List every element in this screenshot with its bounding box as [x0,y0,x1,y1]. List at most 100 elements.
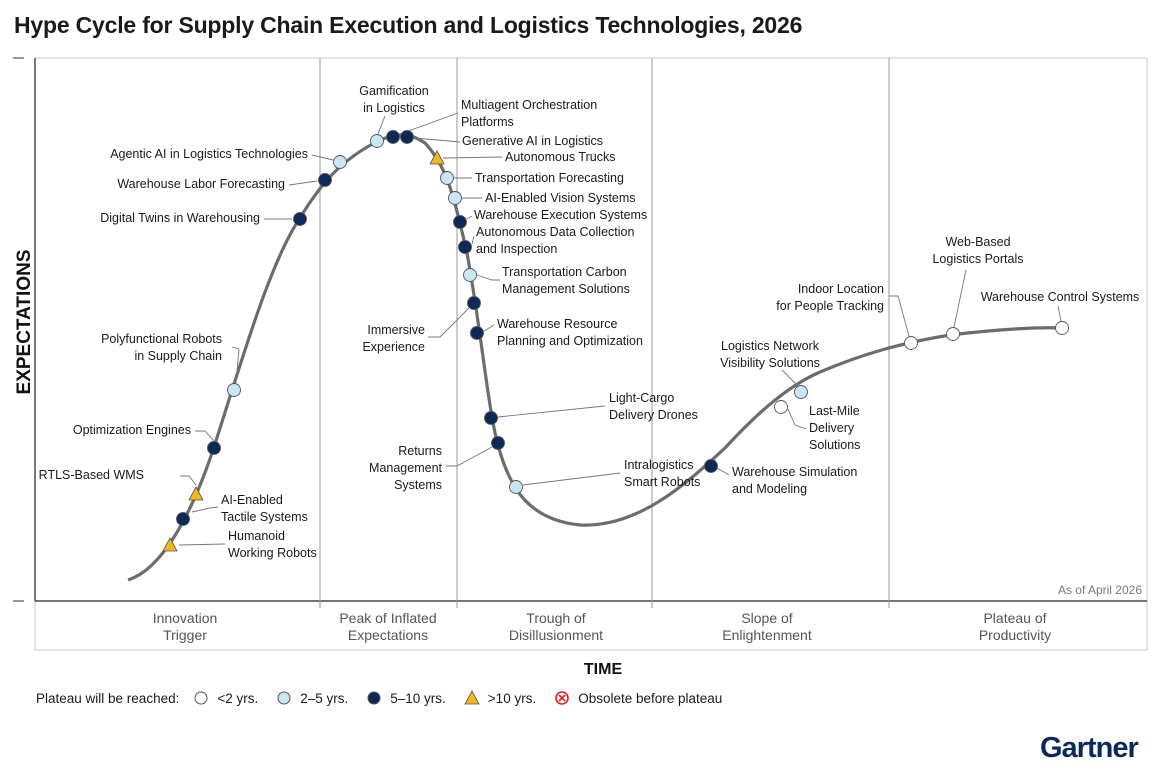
leader-line-multiagent-orchestration-platforms [399,112,459,135]
tech-label-digital-twins-in-warehousing: Digital Twins in Warehousing [100,211,260,225]
leader-line-light-cargo-delivery-drones [497,405,606,418]
tech-marker-logistics-network-visibility-solutions [794,385,808,399]
leader-line-agentic-ai-in-logistics-technologies [311,154,334,161]
leader-line-generative-ai-in-logistics [413,137,461,143]
tech-marker-warehouse-labor-forecasting [318,173,332,187]
tech-label-last-mile-delivery-solutions: Last-Mile Delivery Solutions [809,404,860,452]
tech-marker-rtls-based-wms [188,486,204,501]
tech-marker-polyfunctional-robots-in-supply-chain [227,383,241,397]
tech-label-warehouse-simulation-and-modeling: Warehouse Simulation and Modeling [732,465,857,496]
tech-label-autonomous-data-collection-and-inspection: Autonomous Data Collection and Inspection [476,225,634,256]
legend-symbol-lt2 [194,691,208,705]
phase-label-plateau: Plateau of Productivity [979,610,1051,643]
tech-label-immersive-experience: Immersive Experience [362,323,425,354]
y-axis-title: EXPECTATIONS [14,250,35,395]
tech-label-logistics-network-visibility-solutions: Logistics Network Visibility Solutions [720,339,820,370]
tech-label-warehouse-resource-planning-and-optimization: Warehouse Resource Planning and Optimizat… [497,317,643,348]
legend-item-y5to10: 5–10 yrs. [366,690,446,706]
tech-marker-ai-enabled-vision-systems [448,191,462,205]
leader-line-web-based-logistics-portals [953,269,967,328]
legend-label-lt2: <2 yrs. [217,690,259,706]
tech-marker-multiagent-orchestration-platforms [386,130,400,144]
leader-line-last-mile-delivery-solutions [787,408,807,430]
tech-marker-immersive-experience [467,296,481,310]
leader-line-rtls-based-wms [180,475,197,486]
phase-label-slope: Slope of Enlightenment [722,610,812,643]
tech-label-optimization-engines: Optimization Engines [73,423,191,437]
phase-label-trough: Trough of Disillusionment [509,610,603,643]
tech-marker-autonomous-data-collection-and-inspection [458,240,472,254]
tech-marker-warehouse-execution-systems [453,215,467,229]
phase-label-trigger: Innovation Trigger [153,610,218,643]
tech-label-gamification-in-logistics: Gamification in Logistics [359,84,429,115]
tech-label-ai-enabled-vision-systems: AI-Enabled Vision Systems [485,191,636,205]
chart-title: Hype Cycle for Supply Chain Execution an… [14,12,803,38]
tech-label-humanoid-working-robots: Humanoid Working Robots [228,529,317,560]
leader-line-humanoid-working-robots [178,543,226,546]
leader-line-polyfunctional-robots-in-supply-chain [231,346,240,384]
tech-marker-gamification-in-logistics [370,134,384,148]
tech-marker-humanoid-working-robots [162,537,178,552]
tech-marker-last-mile-delivery-solutions [774,400,788,414]
tech-marker-returns-management-systems [491,436,505,450]
tech-label-warehouse-labor-forecasting: Warehouse Labor Forecasting [117,177,285,191]
tech-label-returns-management-systems: Returns Management Systems [369,444,442,492]
tech-marker-intralogistics-smart-robots [509,480,523,494]
tech-marker-warehouse-simulation-and-modeling [704,459,718,473]
tech-label-multiagent-orchestration-platforms: Multiagent Orchestration Platforms [461,98,597,129]
tech-marker-optimization-engines [207,441,221,455]
leader-line-ai-enabled-tactile-systems [191,506,219,513]
leader-line-warehouse-control-systems [1057,305,1062,322]
legend-item-obsolete: Obsolete before plateau [554,690,722,706]
tech-label-autonomous-trucks: Autonomous Trucks [505,150,615,164]
tech-marker-generative-ai-in-logistics [400,130,414,144]
leader-line-intralogistics-smart-robots [522,472,621,486]
legend-symbol-y2to5 [277,691,291,705]
tech-label-warehouse-execution-systems: Warehouse Execution Systems [474,208,647,222]
legend-title: Plateau will be reached: [36,690,180,706]
tech-label-rtls-based-wms: RTLS-Based WMS [39,468,144,482]
leader-line-warehouse-labor-forecasting [288,180,318,186]
legend: Plateau will be reached: <2 yrs. 2–5 yrs.… [36,690,740,706]
tech-marker-transportation-carbon-management-solutions [463,268,477,282]
legend-item-gt10: >10 yrs. [464,690,536,706]
leader-line-gamification-in-logistics [377,115,386,135]
legend-symbol-gt10 [464,690,480,705]
leader-line-indoor-location-for-people-tracking [889,295,910,337]
leader-line-warehouse-resource-planning-and-optimization [483,324,495,332]
tech-label-transportation-carbon-management-solutions: Transportation Carbon Management Solution… [502,265,630,296]
leader-line-returns-management-systems [446,446,493,467]
tech-marker-autonomous-trucks [429,150,445,165]
phase-label-peak: Peak of Inflated Expectations [339,610,436,643]
as-of-date: As of April 2026 [1058,583,1142,597]
tech-label-generative-ai-in-logistics: Generative AI in Logistics [462,134,603,148]
tech-marker-transportation-forecasting [440,171,454,185]
leader-line-autonomous-trucks [442,156,503,159]
tech-label-ai-enabled-tactile-systems: AI-Enabled Tactile Systems [221,493,308,524]
tech-label-indoor-location-for-people-tracking: Indoor Location for People Tracking [776,282,884,313]
gartner-logo: Gartner [1040,732,1139,764]
tech-marker-warehouse-control-systems [1055,321,1069,335]
tech-label-warehouse-control-systems: Warehouse Control Systems [981,290,1140,304]
tech-label-light-cargo-delivery-drones: Light-Cargo Delivery Drones [609,391,698,422]
tech-marker-agentic-ai-in-logistics-technologies [333,155,347,169]
tech-label-intralogistics-smart-robots: Intralogistics Smart Robots [624,458,700,489]
leader-line-immersive-experience [428,307,470,338]
tech-label-polyfunctional-robots-in-supply-chain: Polyfunctional Robots in Supply Chain [101,332,222,363]
tech-label-transportation-forecasting: Transportation Forecasting [475,171,624,185]
legend-symbol-obsolete [555,691,570,705]
legend-item-lt2: <2 yrs. [193,690,258,706]
legend-label-gt10: >10 yrs. [487,690,537,706]
leader-line-autonomous-data-collection-and-inspection [471,235,475,245]
tech-label-agentic-ai-in-logistics-technologies: Agentic AI in Logistics Technologies [110,147,308,161]
leader-line-warehouse-execution-systems [466,215,473,220]
legend-label-obsolete: Obsolete before plateau [578,690,723,706]
legend-label-y5to10: 5–10 yrs. [390,690,446,706]
tech-marker-indoor-location-for-people-tracking [904,336,918,350]
tech-marker-digital-twins-in-warehousing [293,212,307,226]
tech-marker-web-based-logistics-portals [946,327,960,341]
leader-line-logistics-network-visibility-solutions [781,369,798,386]
leader-line-transportation-carbon-management-solutions [476,274,500,281]
legend-label-y2to5: 2–5 yrs. [300,690,349,706]
